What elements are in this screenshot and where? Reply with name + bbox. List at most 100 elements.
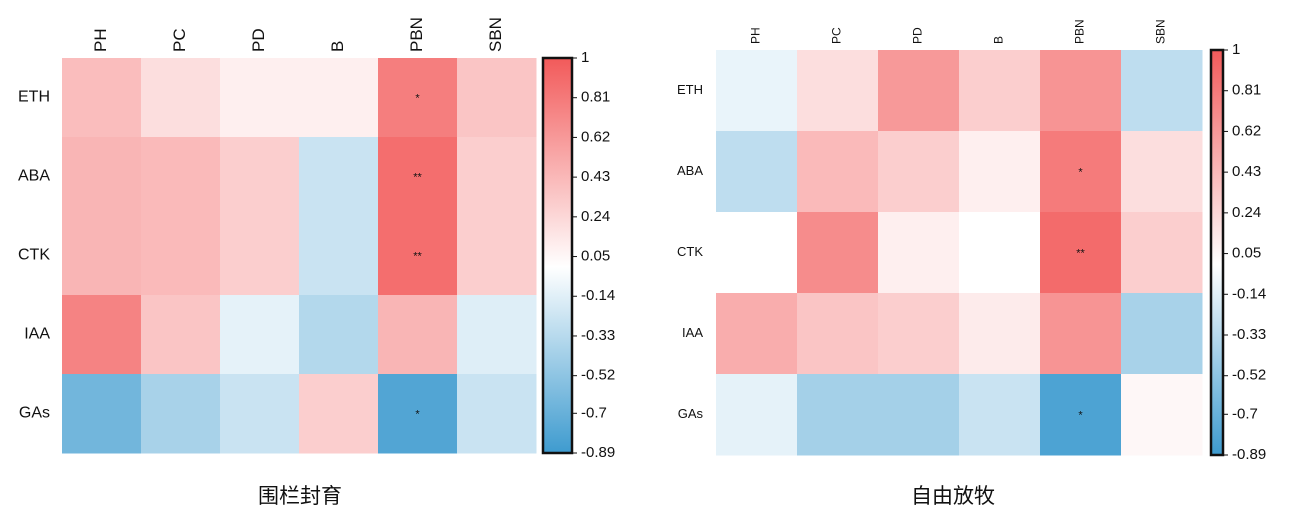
heatmap-cell: [141, 137, 221, 217]
panel-caption: 围栏封育: [258, 484, 342, 508]
heatmap-cell: [878, 50, 960, 132]
colorbar: [1209, 48, 1225, 457]
x-tick-label: B: [992, 36, 1006, 44]
colorbar-tick-label: -0.7: [1232, 405, 1258, 422]
heatmap-cell: [797, 131, 879, 213]
significance-mark: *: [1078, 167, 1083, 179]
heatmap-cell: [457, 58, 537, 138]
heatmap-cell: [1121, 50, 1203, 132]
colorbar-tick-label: 1: [1232, 41, 1240, 58]
y-tick-label: ETH: [677, 82, 703, 97]
heatmap-cell: [141, 295, 221, 375]
heatmap-cell: [457, 295, 537, 375]
colorbar-tick-label: 0.81: [1232, 82, 1261, 99]
colorbar-tick-label: -0.14: [581, 287, 615, 304]
heatmap-cell: [220, 216, 300, 296]
heatmap-cell: [959, 50, 1041, 132]
x-tick-label: PBN: [407, 17, 426, 52]
y-tick-label: GAs: [678, 406, 704, 421]
heatmap-cell: [299, 374, 379, 454]
colorbar-tick-label: 0.05: [581, 248, 610, 265]
heatmap-cell: [1121, 131, 1203, 213]
heatmap-cell: [1040, 131, 1122, 213]
heatmap-cell: [1040, 293, 1122, 375]
significance-mark: **: [1076, 248, 1085, 260]
heatmap-cell: [378, 374, 458, 454]
heatmap-cell: [299, 216, 379, 296]
heatmap-cell: [959, 293, 1041, 375]
significance-mark: *: [1078, 410, 1083, 422]
heatmap-cell: [959, 131, 1041, 213]
significance-mark: **: [413, 172, 422, 184]
x-tick-label: PC: [830, 27, 844, 44]
colorbar-tick-label: -0.89: [581, 444, 615, 461]
heatmap-cell: [141, 58, 221, 138]
colorbar-tick-label: -0.7: [581, 404, 607, 421]
heatmap-cell: [1121, 212, 1203, 294]
x-tick-label: PC: [170, 28, 189, 52]
colorbar-tick-label: -0.14: [1232, 285, 1266, 302]
colorbar-tick-label: 0.24: [1232, 204, 1261, 221]
y-tick-label: ETH: [18, 89, 50, 106]
x-tick-label: PH: [91, 28, 110, 52]
heatmap-cell: [457, 137, 537, 217]
y-tick-label: IAA: [24, 326, 50, 343]
colorbar-tick-label: 0.81: [581, 89, 610, 106]
heatmap-cell: [1121, 293, 1203, 375]
heatmap-cell: [299, 295, 379, 375]
heatmap-cell: [62, 216, 142, 296]
heatmap-cell: [220, 374, 300, 454]
colorbar-tick-label: 0.24: [581, 208, 610, 225]
heatmap-cell: [1121, 374, 1203, 456]
colorbar-tick-label: 0.43: [1232, 163, 1261, 180]
colorbar-tick-label: -0.52: [1232, 367, 1266, 384]
heatmap-panel-1: ******PH PC PD B PBN SBNETHABACTKIAAGAs10.810…: [18, 17, 615, 508]
colorbar-tick-label: 0.62: [1232, 122, 1261, 139]
heatmap-cell: [378, 137, 458, 217]
heatmap-cell: [220, 295, 300, 375]
heatmap-cell: [1040, 212, 1122, 294]
significance-mark: **: [413, 251, 422, 263]
heatmap-cell: [378, 295, 458, 375]
heatmap-panel-2: ****PH PC PD B PBN SBNETHABACTKIAAGAs10.810.6…: [677, 19, 1266, 508]
y-tick-label: ABA: [677, 163, 703, 178]
heatmap-cell: [457, 374, 537, 454]
panel-caption: 自由放牧: [911, 484, 995, 508]
y-tick-label: GAs: [19, 405, 50, 422]
significance-mark: *: [415, 409, 420, 421]
heatmap-cell: [716, 212, 798, 294]
colorbar: [541, 56, 574, 455]
x-tick-label: PBN: [1073, 19, 1087, 44]
heatmap-cell: [797, 212, 879, 294]
colorbar-tick-label: -0.33: [1232, 326, 1266, 343]
colorbar-tick-label: 0.62: [581, 128, 610, 145]
heatmap-cell: [141, 374, 221, 454]
significance-mark: *: [415, 93, 420, 105]
colorbar-tick-label: 0.43: [581, 168, 610, 185]
heatmap-cell: [62, 295, 142, 375]
colorbar-tick-label: -0.33: [581, 327, 615, 344]
y-tick-label: CTK: [677, 244, 703, 259]
x-tick-label: SBN: [486, 17, 505, 52]
colorbar-tick-label: -0.89: [1232, 446, 1266, 463]
colorbar-tick-label: 1: [581, 49, 589, 66]
heatmap-cell: [716, 293, 798, 375]
heatmap-cell: [220, 58, 300, 138]
heatmap-cell: [797, 374, 879, 456]
colorbar-tick-label: -0.52: [581, 367, 615, 384]
heatmap-cell: [1040, 50, 1122, 132]
heatmap-cell: [878, 293, 960, 375]
heatmap-cell: [959, 212, 1041, 294]
x-tick-label: PH: [749, 27, 763, 44]
heatmap-cell: [716, 374, 798, 456]
heatmap-cell: [797, 293, 879, 375]
heatmap-cell: [299, 58, 379, 138]
heatmap-cell: [62, 137, 142, 217]
heatmap-cell: [378, 216, 458, 296]
heatmap-cell: [62, 374, 142, 454]
heatmap-cell: [797, 50, 879, 132]
x-tick-label: SBN: [1154, 19, 1168, 44]
heatmap-cell: [716, 131, 798, 213]
x-tick-label: PD: [249, 28, 268, 52]
